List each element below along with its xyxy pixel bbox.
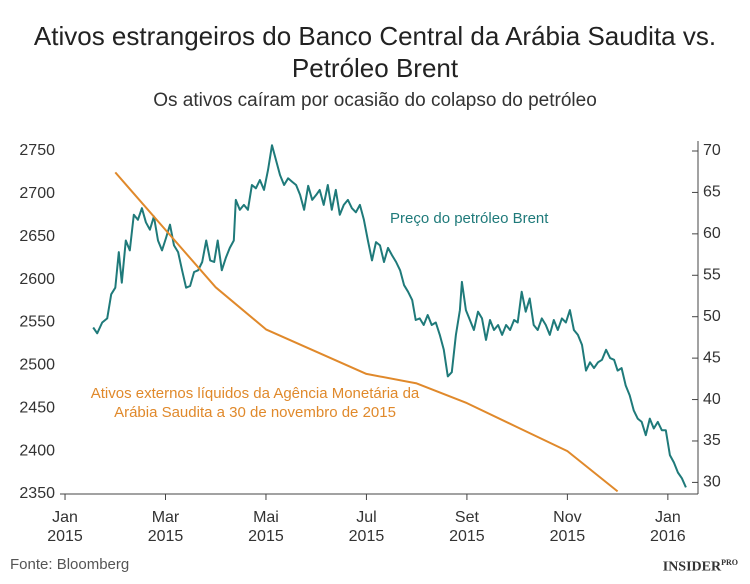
logo-suffix: PRO [721, 558, 738, 567]
x-tick-label: Jan 2015 [47, 509, 83, 545]
y-tick-label: 2450 [19, 399, 55, 416]
y-tick-label: 2750 [19, 142, 55, 159]
y-tick-label: 2600 [19, 271, 55, 288]
y2-tick-label: 35 [703, 432, 721, 449]
series-label: Ativos externos líquidos da Agência Mone… [90, 385, 420, 421]
y-tick-label: 2650 [19, 228, 55, 245]
y2-tick-label: 45 [703, 349, 721, 366]
y-tick-label: 2400 [19, 442, 55, 459]
x-tick-label: Set 2015 [449, 509, 485, 545]
chart-subtitle: Os ativos caíram por ocasião do colapso … [153, 90, 597, 111]
y-tick-label: 2500 [19, 357, 55, 374]
y2-tick-label: 55 [703, 266, 721, 283]
series-label: Preço do petróleo Brent [390, 210, 549, 227]
y2-tick-label: 40 [703, 391, 721, 408]
series-line [114, 171, 619, 493]
y2-tick-label: 60 [703, 225, 721, 242]
y2-tick-label: 50 [703, 308, 721, 325]
y-tick-label: 2350 [19, 485, 55, 502]
y-tick-label: 2700 [19, 185, 55, 202]
x-tick-label: Jan 2016 [650, 509, 686, 545]
y2-tick-label: 65 [703, 184, 721, 201]
y2-tick-label: 70 [703, 142, 721, 159]
x-tick-label: Jul 2015 [348, 509, 385, 545]
x-tick-label: Nov 2015 [549, 509, 586, 545]
y-tick-label: 2550 [19, 314, 55, 331]
chart-title: Ativos estrangeiros do Banco Central da … [33, 21, 717, 83]
logo: INSIDERPRO [663, 558, 738, 576]
source: Fonte: Bloomberg [10, 556, 130, 573]
series-line [92, 144, 687, 488]
x-tick-label: Mar 2015 [147, 509, 184, 545]
logo-text: INSIDER [662, 559, 722, 575]
x-tick-label: Mai 2015 [248, 509, 284, 545]
y2-tick-label: 30 [703, 474, 721, 491]
